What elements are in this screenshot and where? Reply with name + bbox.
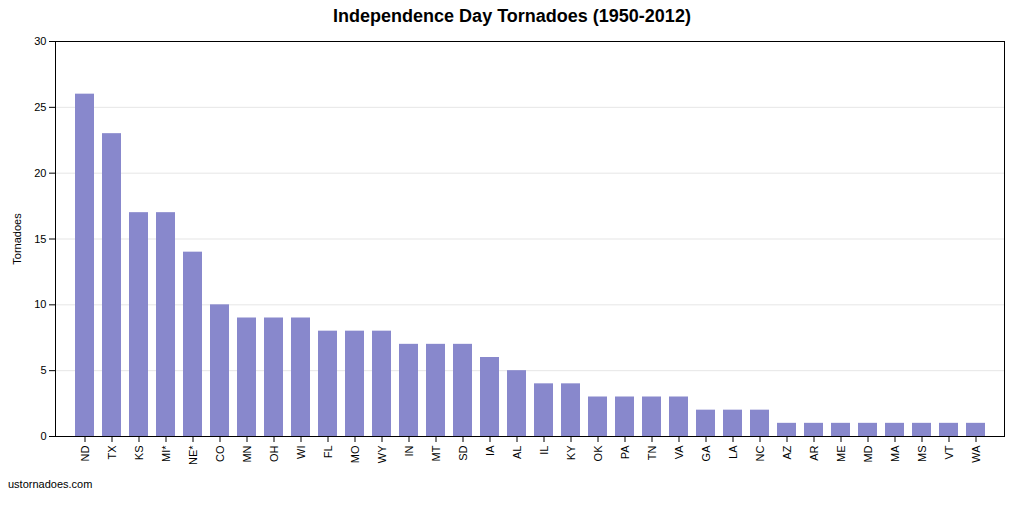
svg-text:MD: MD	[862, 445, 874, 462]
svg-text:NC: NC	[754, 445, 766, 461]
svg-text:25: 25	[34, 101, 46, 113]
svg-text:VA: VA	[673, 445, 685, 460]
svg-text:AR: AR	[808, 445, 820, 460]
svg-text:OK: OK	[592, 445, 604, 462]
svg-text:0: 0	[40, 430, 46, 442]
svg-text:Tornadoes: Tornadoes	[11, 213, 23, 265]
svg-text:PA: PA	[619, 445, 631, 460]
svg-text:FL: FL	[322, 446, 334, 459]
svg-text:IN: IN	[403, 445, 415, 456]
svg-text:MI*: MI*	[160, 445, 172, 462]
svg-text:WA: WA	[970, 445, 982, 463]
html-text:Independence Day Tornadoes (19: Independence Day Tornadoes (1950-2012)	[333, 6, 691, 26]
svg-text:IL: IL	[538, 446, 550, 455]
svg-text:MS: MS	[916, 446, 928, 463]
svg-text:MA: MA	[889, 445, 901, 462]
svg-text:ND: ND	[79, 445, 91, 461]
svg-text:CO: CO	[214, 445, 226, 462]
svg-text:TN: TN	[646, 445, 658, 460]
svg-text:KS: KS	[133, 446, 145, 461]
svg-text:GA: GA	[700, 445, 712, 462]
svg-text:KY: KY	[565, 445, 577, 460]
svg-text:20: 20	[34, 167, 46, 179]
svg-text:SD: SD	[457, 445, 469, 460]
svg-text:MN: MN	[241, 445, 253, 462]
svg-text:10: 10	[34, 298, 46, 310]
svg-text:VT: VT	[943, 445, 955, 459]
svg-text:5: 5	[40, 364, 46, 376]
svg-text:15: 15	[34, 233, 46, 245]
html-text:ustornadoes.com: ustornadoes.com	[8, 478, 93, 490]
svg-text:ME: ME	[835, 446, 847, 463]
svg-text:MT: MT	[430, 445, 442, 461]
svg-text:30: 30	[34, 35, 46, 47]
svg-text:OH: OH	[268, 445, 280, 462]
svg-text:IA: IA	[484, 445, 496, 456]
svg-text:LA: LA	[727, 445, 739, 459]
svg-text:NE*: NE*	[187, 445, 199, 465]
svg-text:TX: TX	[106, 445, 118, 460]
svg-text:WY: WY	[376, 445, 388, 463]
svg-text:AZ: AZ	[781, 445, 793, 459]
svg-text:MO: MO	[349, 445, 361, 463]
svg-text:AL: AL	[511, 446, 523, 459]
svg-text:WI: WI	[295, 446, 307, 459]
